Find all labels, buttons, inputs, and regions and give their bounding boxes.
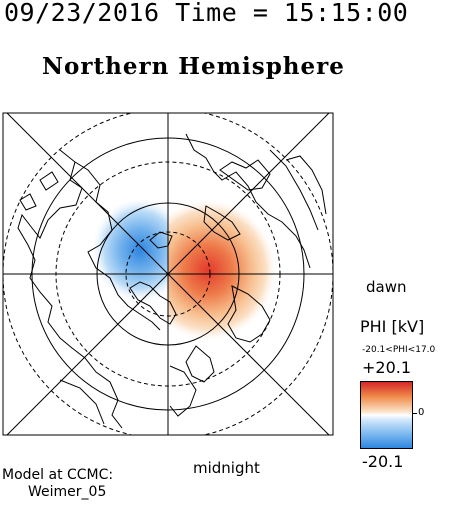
colorbar-range: -20.1<PHI<17.0 <box>362 345 436 355</box>
dawn-cell <box>168 200 276 340</box>
colorbar-zero-tick <box>412 413 417 414</box>
dawn-label: dawn <box>366 278 407 296</box>
colorbar-min-label: -20.1 <box>362 452 404 471</box>
colorbar-zero-label: 0 <box>418 407 425 418</box>
lon-line-diag-2 <box>6 113 330 435</box>
colorbar-title: PHI [kV] <box>360 317 425 336</box>
coastlines <box>17 133 327 429</box>
model-credit-line2: Weimer_05 <box>28 484 107 500</box>
colorbar-max-label: +20.1 <box>362 358 412 377</box>
midnight-label: midnight <box>193 459 260 477</box>
colorbar <box>360 381 413 449</box>
polar-map <box>2 112 334 436</box>
hemisphere-title: Northern Hemisphere <box>42 53 345 80</box>
timestamp-title: 09/23/2016 Time = 15:15:00 <box>4 0 409 27</box>
model-credit-line1: Model at CCMC: <box>2 467 114 483</box>
